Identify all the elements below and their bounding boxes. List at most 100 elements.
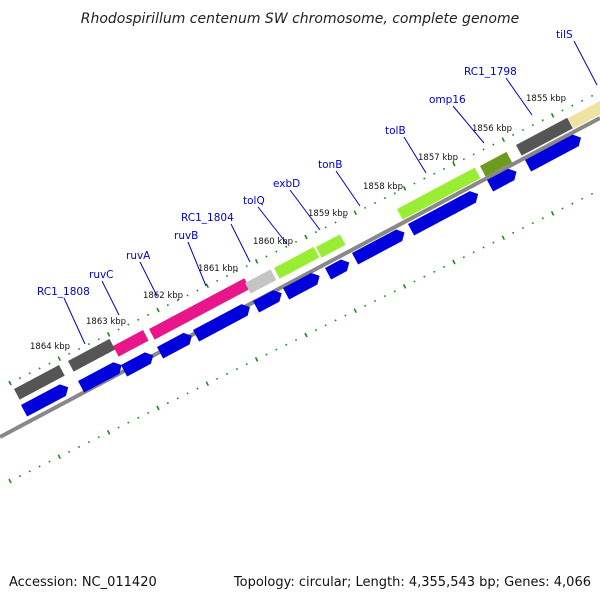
cds-track: [21, 134, 582, 417]
scale-tick: [433, 270, 436, 273]
tick-label: 1860 kbp: [253, 237, 293, 247]
scale-tick: [433, 172, 436, 175]
outer-tick-ring: [8, 94, 594, 386]
scale-tick: [294, 338, 298, 341]
scale-tick: [590, 192, 594, 195]
leader-line: [289, 189, 321, 231]
scale-tick: [235, 368, 238, 371]
scale-tick: [423, 275, 426, 278]
gene-label[interactable]: RC1_1804: [181, 212, 234, 224]
label-leaders: [63, 40, 598, 345]
gene-block: [568, 99, 600, 129]
scale-tick: [87, 343, 91, 346]
scale-tick: [462, 256, 465, 259]
leader-line: [257, 206, 288, 245]
scale-tick: [8, 478, 12, 484]
scale-tick: [550, 211, 555, 216]
scale-tick: [383, 295, 386, 298]
scale-tick: [77, 347, 81, 351]
scale-tick: [492, 143, 495, 146]
scale-tick: [216, 377, 219, 380]
scale-tick: [97, 436, 100, 439]
scale-tick: [57, 454, 62, 460]
scale-tick: [57, 356, 62, 362]
scale-tick: [294, 240, 298, 243]
scale-tick: [512, 133, 515, 136]
gene-track: [13, 99, 600, 400]
scale-tick: [275, 250, 278, 253]
scale-tick: [8, 380, 12, 386]
scale-tick: [501, 235, 506, 241]
cds-arrow: [157, 332, 192, 359]
tick-label: 1863 kbp: [86, 317, 126, 327]
scale-tick: [68, 352, 71, 355]
scale-tick: [117, 426, 120, 429]
scale-tick: [314, 329, 317, 332]
gene-label[interactable]: omp16: [429, 94, 466, 106]
gene-label[interactable]: tilS: [556, 29, 573, 41]
gene-label[interactable]: tolB: [385, 125, 406, 137]
gene-label[interactable]: exbD: [273, 178, 300, 190]
scale-tick: [137, 416, 140, 419]
scale-tick: [472, 153, 475, 156]
gene-block: [149, 278, 250, 340]
gene-label[interactable]: RC1_1808: [37, 286, 90, 298]
scale-tick: [452, 259, 456, 265]
tick-label: 1861 kbp: [198, 264, 238, 274]
leader-line: [505, 77, 533, 116]
scale-tick: [117, 328, 120, 331]
scale-tick: [106, 331, 111, 337]
scale-tick: [18, 475, 21, 478]
scale-tick: [285, 343, 288, 346]
tick-label: 1864 kbp: [30, 342, 70, 352]
scale-tick: [452, 161, 456, 167]
scale-tick: [254, 258, 259, 264]
cds-arrow: [525, 134, 582, 172]
scale-tick: [561, 109, 564, 112]
scale-tick: [106, 429, 111, 435]
gene-label[interactable]: RC1_1798: [464, 66, 517, 78]
scale-tick: [373, 299, 377, 303]
scale-tick: [166, 402, 169, 405]
scale-tick: [38, 465, 41, 468]
leader-line: [63, 297, 86, 345]
gene-label[interactable]: ruvB: [174, 230, 198, 242]
cds-arrow: [121, 352, 154, 377]
scale-tick: [28, 372, 31, 375]
scale-tick: [176, 299, 179, 302]
scale-tick: [442, 265, 446, 268]
scale-tick: [225, 274, 229, 278]
cds-arrow: [487, 168, 517, 192]
scale-tick: [364, 206, 367, 209]
leader-line: [230, 223, 251, 263]
scale-tick: [304, 332, 308, 338]
cds-arrow: [325, 259, 350, 280]
leader-line: [335, 170, 361, 207]
topology-text: Topology: circular; Length: 4,355,543 bp…: [233, 575, 591, 590]
tick-label: 1859 kbp: [308, 209, 348, 219]
leader-line: [403, 136, 427, 174]
scale-tick: [324, 324, 327, 327]
scale-tick: [571, 104, 574, 107]
scale-tick: [462, 158, 465, 161]
gene-block: [245, 269, 277, 294]
gene-label[interactable]: tonB: [318, 159, 342, 171]
scale-tick: [186, 294, 189, 297]
gene-label[interactable]: ruvA: [126, 250, 151, 262]
scale-tick: [492, 241, 495, 244]
gene-block: [516, 117, 573, 156]
cds-arrow: [283, 272, 320, 300]
gene-label[interactable]: tolQ: [243, 195, 265, 207]
scale-tick: [205, 283, 210, 289]
scale-tick: [314, 231, 317, 234]
gene-label[interactable]: ruvC: [89, 269, 114, 281]
cds-arrow: [253, 290, 282, 313]
scale-tick: [254, 356, 259, 362]
scale-tick: [423, 177, 426, 180]
scale-tick: [265, 255, 268, 258]
map-title: Rhodospirillum centenum SW chromosome, c…: [81, 11, 520, 27]
scale-tick: [87, 441, 91, 444]
scale-tick: [344, 216, 347, 219]
cds-arrow: [193, 304, 250, 342]
